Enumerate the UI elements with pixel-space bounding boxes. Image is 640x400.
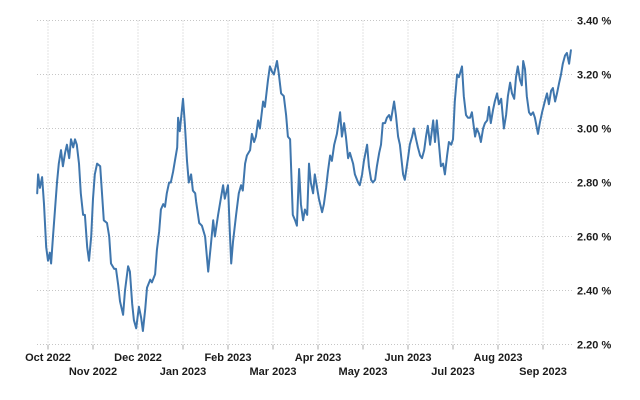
y-tick-label: 3.20 %	[577, 70, 611, 82]
y-tick-label: 3.40 %	[577, 16, 611, 28]
series-line	[36, 49, 572, 332]
x-tick-label: Oct 2022	[25, 352, 71, 364]
y-tick-label: 3.00 %	[577, 124, 611, 136]
x-tick-label: Jul 2023	[431, 366, 474, 378]
y-tick-label: 2.80 %	[577, 178, 611, 190]
grid	[37, 20, 572, 345]
series-group	[36, 49, 572, 332]
x-tick-label: Dec 2022	[114, 352, 162, 364]
x-tick-label: Aug 2023	[474, 352, 523, 364]
y-tick-label: 2.40 %	[577, 286, 611, 298]
x-tick-label: Jan 2023	[160, 366, 206, 378]
x-tick-label: Feb 2023	[204, 352, 251, 364]
x-tick-label: Mar 2023	[249, 366, 296, 378]
x-tick-label: Sep 2023	[519, 366, 567, 378]
axis-ticks	[47, 344, 544, 350]
x-axis-labels: Oct 2022 Nov 2022 Dec 2022 Jan 2023 Feb 2023…	[25, 352, 567, 378]
y-tick-label: 2.60 %	[577, 232, 611, 244]
y-tick-label: 2.20 %	[577, 340, 611, 352]
x-tick-label: Nov 2022	[69, 366, 117, 378]
y-axis-labels: 3.40 % 3.20 % 3.00 % 2.80 % 2.60 % 2.40 % 2.20…	[577, 16, 611, 352]
x-tick-label: May 2023	[339, 366, 388, 378]
x-tick-label: Jun 2023	[384, 352, 431, 364]
x-tick-label: Apr 2023	[295, 352, 341, 364]
